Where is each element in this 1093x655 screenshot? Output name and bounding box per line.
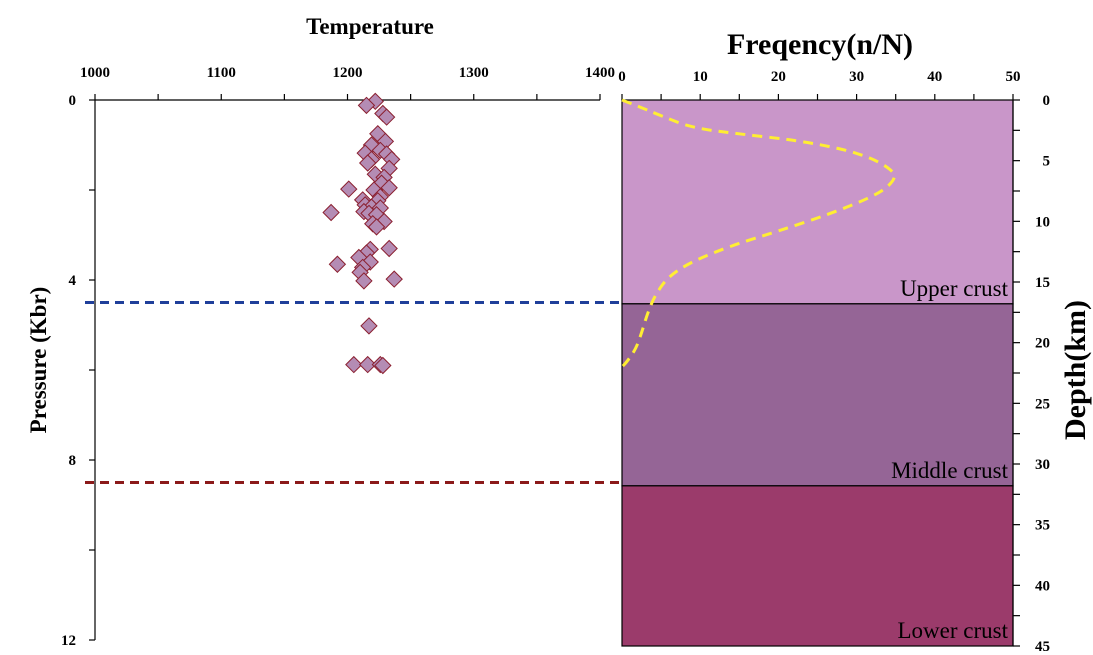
pressure-tick-label: 0 [69, 93, 77, 109]
depth-tick-label: 45 [1035, 639, 1050, 655]
scatter-markers [322, 92, 403, 375]
pressure-tick-label: 4 [69, 273, 77, 289]
crust-layer-labels: Upper crust Middle crust Lower crust [891, 276, 1009, 643]
crust-layer [621, 99, 1014, 305]
crust-layer-label: Upper crust [900, 276, 1009, 301]
temperature-tick-label: 1400 [585, 65, 615, 81]
pressure-tick-label: 12 [61, 633, 76, 649]
frequency-curve [620, 98, 896, 368]
frequency-axis-title: Freqency(n/N) [727, 28, 913, 61]
temperature-tick-label: 1200 [333, 65, 363, 81]
reference-lines [85, 301, 622, 484]
data-point [380, 239, 398, 258]
depth-tick-label: 40 [1035, 578, 1050, 594]
temperature-ticks: 1000 1100 1200 1300 1400 [80, 65, 615, 100]
crust-layer [621, 303, 1014, 487]
depth-tick-label: 30 [1035, 457, 1050, 473]
frequency-tick-label: 30 [849, 69, 864, 85]
left-panel-axes: 1000 1100 1200 1300 1400 0 4 8 12 [61, 65, 615, 649]
pressure-ticks: 0 4 8 12 [61, 93, 95, 649]
data-point [360, 317, 378, 335]
data-point [385, 270, 403, 288]
depth-axis-title: Depth(km) [1059, 300, 1092, 440]
depth-tick-label: 5 [1043, 154, 1051, 170]
data-point [357, 96, 376, 115]
temperature-tick-label: 1000 [80, 65, 110, 81]
crust-layer-label: Lower crust [898, 618, 1009, 643]
data-point [358, 154, 377, 172]
data-point [380, 179, 398, 197]
crust-layers [621, 99, 1014, 647]
frequency-tick-label: 40 [927, 69, 942, 85]
depth-tick-label: 35 [1035, 518, 1050, 534]
data-point [374, 356, 392, 375]
right-panel-axes: 0 10 20 30 40 50 0 5 10 15 20 25 30 35 40 45 [618, 69, 1050, 655]
temperature-axis-title: Temperature [306, 14, 434, 39]
crust-layer-label: Middle crust [891, 458, 1009, 483]
frequency-tick-label: 10 [693, 69, 708, 85]
pressure-axis-title: Pressure (Kbr) [26, 287, 51, 434]
depth-tick-label: 0 [1043, 93, 1051, 109]
pressure-tick-label: 8 [69, 453, 77, 469]
data-point [340, 180, 358, 198]
crust-layer [621, 485, 1014, 647]
data-point [367, 218, 386, 236]
frequency-ticks: 0 10 20 30 40 50 [618, 69, 1021, 100]
frequency-tick-label: 20 [771, 69, 786, 85]
depth-tick-label: 15 [1035, 275, 1050, 291]
data-point [345, 355, 363, 374]
temperature-tick-label: 1100 [207, 65, 236, 81]
frequency-tick-label: 50 [1006, 69, 1021, 85]
data-point [328, 255, 347, 273]
data-point [322, 203, 340, 222]
depth-tick-label: 25 [1035, 396, 1050, 412]
depth-tick-label: 20 [1035, 336, 1050, 352]
temperature-tick-label: 1300 [459, 65, 489, 81]
frequency-tick-label: 0 [618, 69, 626, 85]
data-point [355, 272, 373, 290]
depth-ticks: 0 5 10 15 20 25 30 35 40 45 [1013, 93, 1050, 655]
data-point [375, 212, 393, 231]
data-point [377, 108, 396, 126]
data-point [358, 355, 377, 374]
depth-tick-label: 10 [1035, 214, 1050, 230]
